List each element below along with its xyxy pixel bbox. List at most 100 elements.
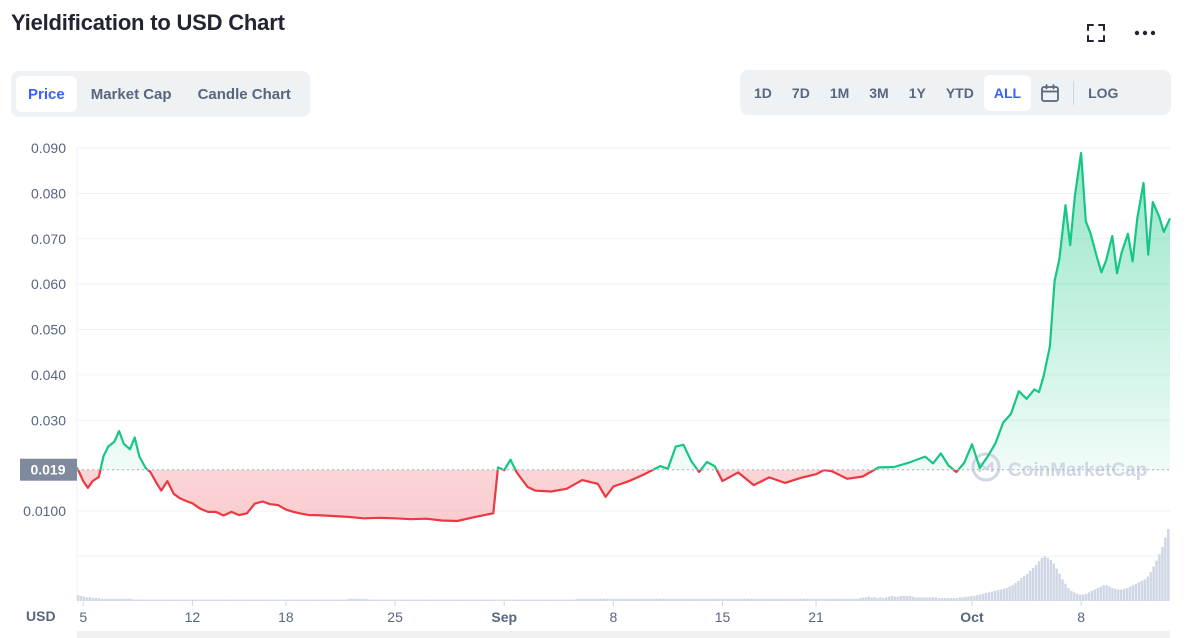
tab-price[interactable]: Price	[16, 76, 77, 112]
volume-bar	[156, 599, 159, 601]
volume-bar	[520, 599, 524, 601]
volume-bar	[852, 598, 856, 601]
volume-bar	[932, 597, 935, 601]
y-tick-label: 0.050	[31, 322, 66, 338]
more-icon[interactable]	[1132, 20, 1158, 46]
range-1d[interactable]: 1D	[754, 84, 772, 101]
volume-bar	[309, 599, 312, 601]
volume-bar	[109, 598, 112, 601]
volume-bar	[1034, 565, 1038, 601]
volume-bar	[711, 598, 715, 601]
volume-bar	[682, 598, 685, 601]
volume-bar	[597, 598, 600, 601]
volume-bar	[946, 598, 950, 601]
volume-bar	[1061, 579, 1064, 601]
volume-bar	[702, 598, 706, 601]
volume-bar	[461, 599, 465, 601]
volume-bar	[611, 598, 615, 601]
volume-bar	[755, 598, 759, 601]
volume-bar	[964, 596, 967, 601]
volume-bar	[846, 598, 850, 601]
volume-bar	[420, 599, 424, 601]
volume-bar	[312, 599, 315, 601]
tab-market-cap[interactable]: Market Cap	[90, 85, 172, 103]
volume-bar	[1084, 593, 1088, 601]
volume-bar	[432, 599, 435, 601]
volume-bar	[1040, 557, 1044, 601]
fullscreen-icon[interactable]	[1083, 20, 1109, 46]
volume-bar	[814, 598, 817, 601]
volume-bar	[746, 598, 750, 601]
volume-bar	[97, 598, 101, 601]
volume-bar	[949, 598, 953, 601]
range-1m[interactable]: 1M	[829, 84, 850, 101]
volume-bar	[508, 599, 512, 601]
x-tick-label: 12	[185, 609, 201, 625]
volume-bar	[288, 599, 291, 601]
volume-bar	[1128, 586, 1132, 601]
volume-bar	[591, 598, 594, 601]
x-tick-label: 5	[79, 609, 87, 625]
volume-bar	[103, 598, 106, 601]
volume-bar	[435, 599, 438, 601]
volume-bar	[943, 598, 947, 601]
volume-bar	[547, 599, 550, 601]
volume-bar	[658, 598, 662, 601]
volume-bar	[876, 598, 879, 601]
volume-bar	[993, 590, 997, 601]
volume-bar	[564, 599, 568, 601]
volume-bar	[226, 599, 230, 601]
volume-bar	[273, 599, 277, 601]
y-tick-label: 0.040	[31, 367, 66, 383]
volume-bar	[453, 599, 456, 601]
volume-bar	[203, 599, 206, 601]
volume-bar	[467, 599, 471, 601]
volume-bar	[488, 599, 491, 601]
volume-bar	[873, 597, 876, 601]
volume-bar	[141, 599, 145, 601]
calendar-icon[interactable]	[1031, 75, 1069, 111]
volume-bar	[338, 599, 341, 601]
x-tick-label: 8	[609, 609, 617, 625]
range-1y[interactable]: 1Y	[908, 84, 926, 101]
volume-bar	[1046, 557, 1050, 601]
volume-bar	[162, 599, 165, 601]
volume-bar	[314, 599, 318, 601]
volume-bar	[699, 598, 703, 601]
volume-bars	[77, 529, 1170, 601]
watermark: CoinMarketCap	[971, 452, 1147, 482]
volume-bar	[1002, 588, 1005, 601]
volume-bar	[538, 599, 541, 601]
range-3m[interactable]: 3M	[869, 84, 889, 101]
volume-bar	[829, 598, 832, 601]
volume-bar	[1064, 583, 1067, 601]
log-toggle[interactable]: LOG	[1088, 84, 1119, 101]
volume-bar	[144, 599, 148, 601]
volume-bar	[438, 599, 441, 601]
tab-candle-chart[interactable]: Candle Chart	[197, 85, 291, 103]
volume-bar	[294, 599, 297, 601]
volume-bar	[602, 598, 606, 601]
range-ytd[interactable]: YTD	[945, 84, 974, 101]
volume-bar	[135, 599, 139, 601]
volume-bar	[147, 599, 150, 601]
range-7d[interactable]: 7D	[791, 84, 810, 101]
volume-bar	[638, 598, 641, 601]
volume-bar	[714, 598, 718, 601]
volume-bar	[209, 599, 212, 601]
range-all[interactable]: ALL	[983, 74, 1032, 111]
volume-bar	[150, 599, 153, 601]
volume-bar	[503, 599, 506, 601]
volume-bar	[861, 597, 864, 601]
volume-bar	[1149, 572, 1152, 601]
volume-bar	[173, 599, 177, 601]
volume-bar	[1099, 586, 1102, 601]
volume-bar	[426, 599, 430, 601]
volume-bar	[955, 598, 958, 601]
volume-bar	[926, 597, 929, 601]
volume-bar	[1137, 582, 1141, 601]
volume-bar	[770, 598, 773, 601]
volume-bar	[1037, 561, 1041, 601]
volume-bar	[132, 599, 136, 601]
